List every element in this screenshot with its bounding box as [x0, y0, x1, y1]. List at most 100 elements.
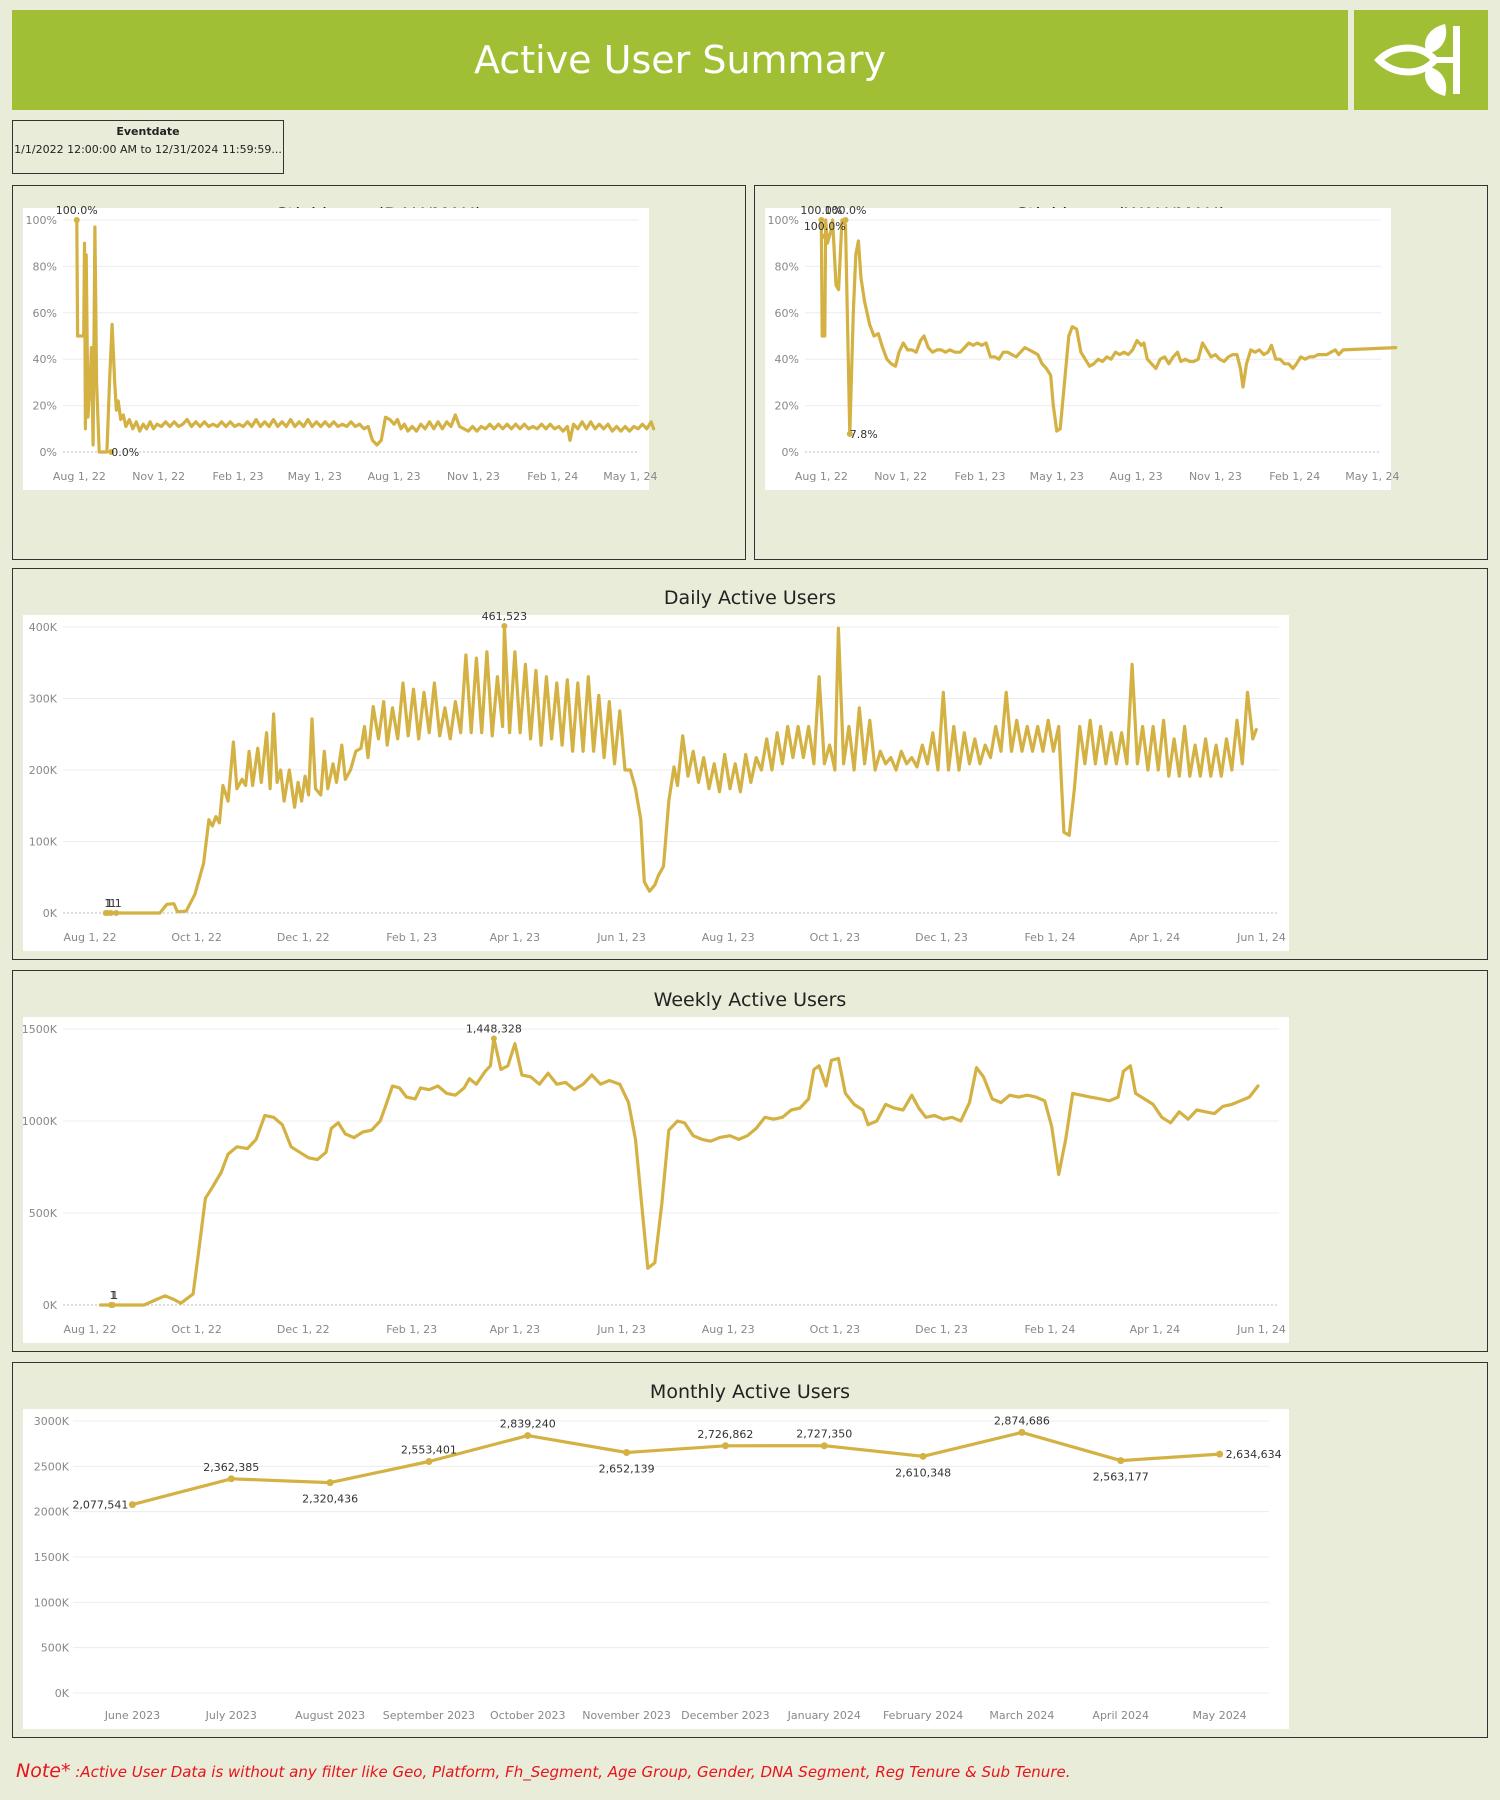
- wau_mau-annotation-point: [821, 233, 828, 240]
- mau-plot-bg: [23, 1409, 1289, 1729]
- dau-x-tick: Aug 1, 23: [702, 931, 755, 944]
- mau-x-tick: June 2023: [104, 1709, 160, 1722]
- dau_mau-x-tick: May 1, 24: [603, 470, 657, 483]
- wau_mau-y-tick: 40%: [775, 353, 799, 366]
- dau_mau-x-tick: Aug 1, 22: [53, 470, 106, 483]
- wau-x-tick: Apr 1, 24: [1130, 1323, 1181, 1336]
- mau-data-label: 2,563,177: [1093, 1471, 1149, 1484]
- dau-mau-chart: 0% 20% 40% 60% 80% 100% Aug 1, 22 Nov 1, 22 Feb …: [23, 204, 657, 490]
- wau-x-tick: Feb 1, 24: [1024, 1323, 1075, 1336]
- wau_mau-annotation-point: [818, 217, 825, 223]
- dau-x-tick: Jun 1, 24: [1236, 931, 1286, 944]
- wau-panel: Weekly Active Users 0K 500K 1000K 1500K Aug …: [12, 970, 1488, 1352]
- wau_mau-x-tick: Feb 1, 23: [955, 470, 1006, 483]
- dau-x-tick: Feb 1, 23: [386, 931, 437, 944]
- mau-data-point: [820, 1442, 828, 1450]
- dau-annotation-point: [107, 909, 114, 916]
- mau-y-tick: 3000K: [34, 1415, 70, 1428]
- wau_mau-y-tick: 0%: [782, 446, 799, 459]
- dau-annotation-label: 461,523: [482, 610, 528, 623]
- dau-x-tick: Oct 1, 23: [810, 931, 861, 944]
- mau-data-label: 2,839,240: [500, 1418, 556, 1431]
- wau-title: Weekly Active Users: [653, 989, 847, 1011]
- wau_mau-annotation-label: 100.0%: [800, 204, 842, 217]
- dau-annotation-label: 1: [109, 897, 116, 910]
- note-prefix: Note*: [16, 1760, 71, 1782]
- wau-mau-chart: 0% 20% 40% 60% 80% 100% Aug 1, 22 Nov 1, 22 Feb …: [765, 204, 1399, 490]
- mau-data-label: 2,634,634: [1226, 1448, 1282, 1461]
- mau-x-tick: December 2023: [681, 1709, 770, 1722]
- page-title: Active User Summary: [474, 38, 886, 82]
- dau-x-tick: Oct 1, 22: [171, 931, 222, 944]
- dau_mau-x-tick: May 1, 23: [288, 470, 342, 483]
- mau-data-label: 2,874,686: [994, 1414, 1050, 1427]
- wau-y-tick: 1500K: [22, 1023, 58, 1036]
- wau_mau-annotation-label: 7.8%: [850, 428, 878, 441]
- dau-x-tick: Dec 1, 23: [915, 931, 968, 944]
- mau-x-tick: March 2024: [989, 1709, 1054, 1722]
- dau-panel: Daily Active Users 0K 100K 200K 300K 400K Aug…: [12, 568, 1488, 960]
- eventdate-filter[interactable]: Eventdate 1/1/2022 12:00:00 AM to 12/31/…: [12, 120, 284, 174]
- mau-data-label: 2,077,541: [72, 1499, 128, 1512]
- wau_mau-y-tick: 60%: [775, 307, 799, 320]
- dau-x-tick: Apr 1, 23: [490, 931, 541, 944]
- dau_mau-annotation-label: 100.0%: [56, 204, 98, 217]
- dau_mau-y-tick: 40%: [33, 353, 57, 366]
- dau-y-tick: 200K: [29, 764, 58, 777]
- mau-data-point: [919, 1452, 927, 1460]
- mau-series-line: [131, 1430, 1220, 1507]
- wau_mau-x-tick: Aug 1, 22: [795, 470, 848, 483]
- wau_mau-x-tick: Nov 1, 22: [874, 470, 927, 483]
- dau-mau-panel: Stickiness (DAU/MAU) 0%20%40%60%80%100%A…: [12, 185, 746, 560]
- wau_mau-y-tick: 20%: [775, 400, 799, 413]
- wau_mau-x-tick: Nov 1, 23: [1189, 470, 1242, 483]
- wau-x-tick: Dec 1, 22: [277, 1323, 330, 1336]
- dau_mau-series-line: [75, 218, 656, 454]
- mau-data-label: 2,727,350: [796, 1428, 852, 1441]
- mau-chart: 0K 500K 1000K 1500K 2000K 2500K 3000K June 2023…: [23, 1409, 1289, 1729]
- filter-value[interactable]: 1/1/2022 12:00:00 AM to 12/31/2024 11:59…: [14, 143, 282, 156]
- dau-y-tick: 100K: [29, 836, 58, 849]
- header-bar: Active User Summary: [12, 10, 1348, 110]
- mau-y-tick: 500K: [41, 1642, 70, 1655]
- dau_mau-x-tick: Nov 1, 23: [447, 470, 500, 483]
- mau-y-tick: 2500K: [34, 1460, 70, 1473]
- dau-x-tick: Apr 1, 24: [1130, 931, 1181, 944]
- dau_mau-y-tick: 100%: [26, 214, 57, 227]
- dau_mau-y-tick: 60%: [33, 307, 57, 320]
- mau-x-tick: April 2024: [1092, 1709, 1149, 1722]
- dau-x-tick: Aug 1, 22: [63, 931, 116, 944]
- dau_mau-x-tick: Feb 1, 23: [213, 470, 264, 483]
- dau-annotation-point: [501, 623, 508, 630]
- dau_mau-y-tick: 0%: [40, 446, 57, 459]
- wau_mau-plot-bg: [765, 208, 1391, 490]
- dau-annotation-label: 1: [104, 897, 111, 910]
- mau-data-point: [425, 1457, 433, 1465]
- mau-data-point: [524, 1432, 532, 1440]
- wau_mau-y-tick: 100%: [768, 214, 799, 227]
- dau-plot-bg: [23, 615, 1289, 951]
- wau-y-tick: 500K: [29, 1207, 58, 1220]
- mau-y-tick: 1000K: [34, 1596, 70, 1609]
- filter-label: Eventdate: [116, 125, 180, 138]
- wau-x-tick: Dec 1, 23: [915, 1323, 968, 1336]
- note-text: :Active User Data is without any filter …: [70, 1763, 1071, 1781]
- wau_mau-annotation-label: 100.0%: [825, 204, 867, 217]
- wau-y-tick: 1000K: [22, 1115, 58, 1128]
- dau_mau-x-tick: Nov 1, 22: [132, 470, 185, 483]
- logo: [1354, 10, 1488, 110]
- mau-data-point: [721, 1442, 729, 1450]
- mau-data-label: 2,652,139: [599, 1463, 655, 1476]
- mau-data-point: [227, 1475, 235, 1483]
- mau-data-label: 2,726,862: [697, 1428, 753, 1441]
- dau_mau-annotation-point: [108, 449, 115, 455]
- dau_mau-y-tick: 20%: [33, 400, 57, 413]
- wau-annotation-label: 1,448,328: [466, 1023, 522, 1036]
- mau-x-tick: October 2023: [490, 1709, 566, 1722]
- mau-data-point: [128, 1501, 136, 1509]
- mau-y-tick: 0K: [55, 1687, 70, 1700]
- dau-x-tick: Dec 1, 22: [277, 931, 330, 944]
- mau-x-tick: February 2024: [883, 1709, 963, 1722]
- wau-plot-bg: [23, 1017, 1289, 1343]
- mau-panel: Monthly Active Users 0K 500K 1000K 1500K 200…: [12, 1362, 1488, 1738]
